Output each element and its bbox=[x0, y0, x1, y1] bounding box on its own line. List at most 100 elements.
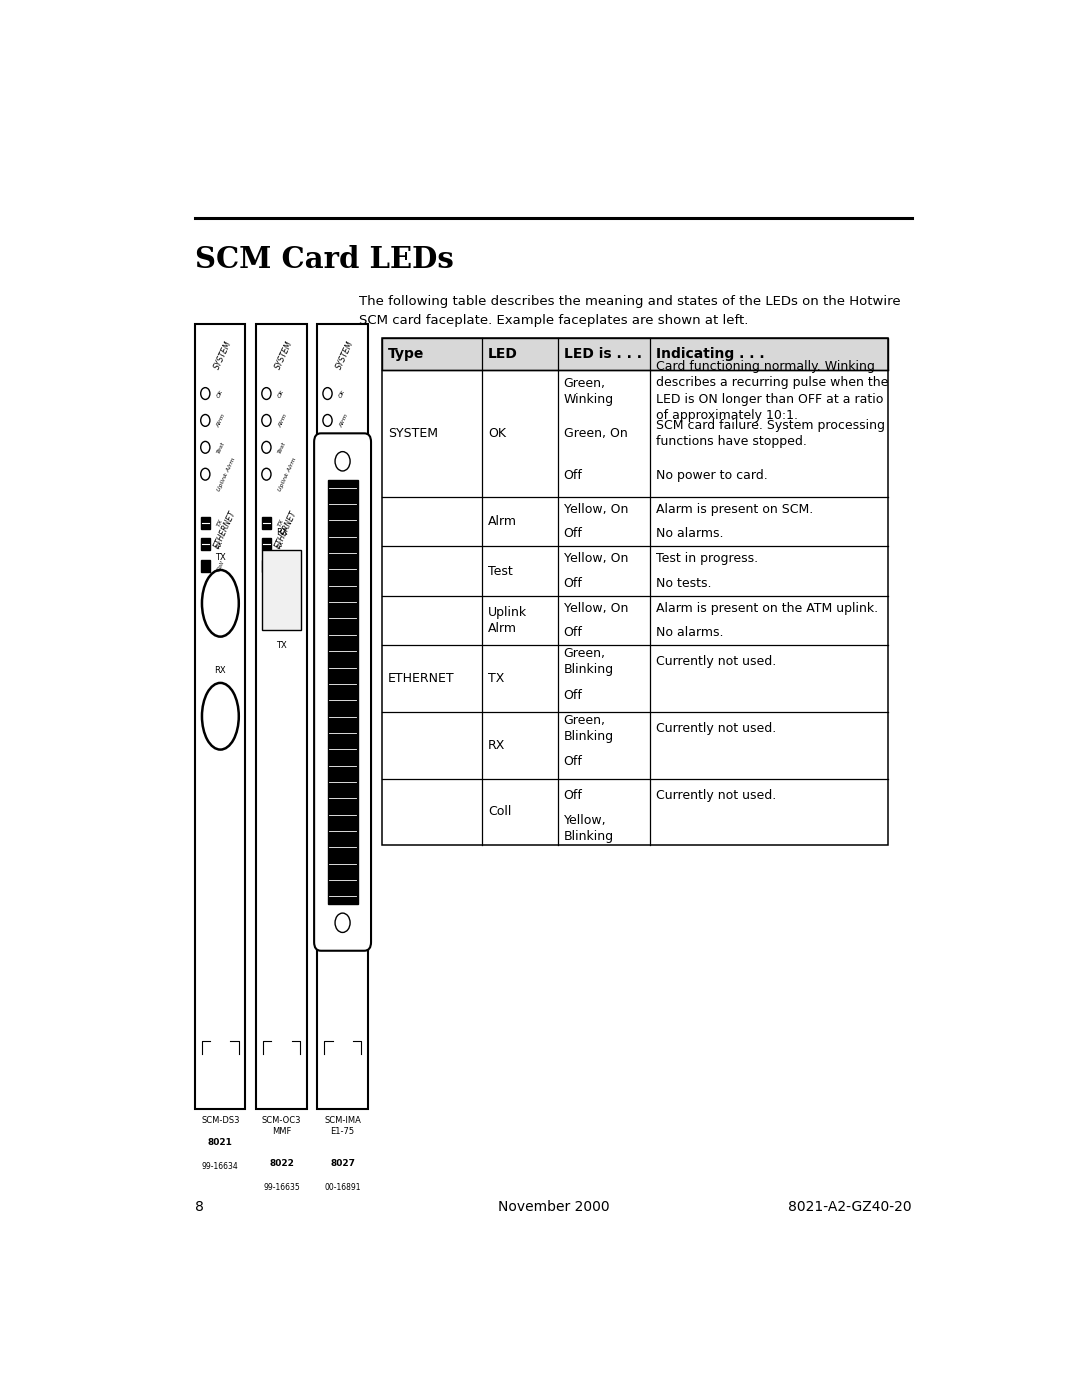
Bar bbox=[201, 517, 210, 528]
Text: OK: OK bbox=[488, 427, 507, 440]
Text: No alarms.: No alarms. bbox=[656, 528, 724, 541]
Text: Currently not used.: Currently not used. bbox=[656, 789, 775, 802]
Text: 8: 8 bbox=[195, 1200, 204, 1214]
Text: ETHERNET: ETHERNET bbox=[388, 672, 455, 685]
Bar bbox=[318, 324, 367, 1109]
Text: Coll: Coll bbox=[216, 559, 226, 571]
Text: Alrm: Alrm bbox=[338, 412, 349, 427]
Text: Alrm: Alrm bbox=[216, 412, 227, 427]
Text: Off: Off bbox=[564, 469, 582, 482]
Text: Yellow,
Blinking: Yellow, Blinking bbox=[564, 814, 613, 844]
Text: No power to card.: No power to card. bbox=[656, 469, 768, 482]
Text: Green,
Winking: Green, Winking bbox=[564, 377, 613, 405]
Circle shape bbox=[335, 914, 350, 932]
Text: SYSTEM: SYSTEM bbox=[274, 339, 295, 372]
Text: Green, On: Green, On bbox=[564, 427, 627, 440]
Text: TX: TX bbox=[215, 553, 226, 563]
Text: SCM card failure. System processing
functions have stopped.: SCM card failure. System processing func… bbox=[656, 419, 885, 448]
Text: ETHERNET: ETHERNET bbox=[335, 510, 361, 550]
Bar bbox=[262, 549, 300, 630]
Text: Off: Off bbox=[564, 577, 582, 590]
Text: SCM-IMA
E1-75: SCM-IMA E1-75 bbox=[324, 1116, 361, 1136]
Text: Alrm: Alrm bbox=[488, 515, 517, 528]
Text: TX: TX bbox=[216, 518, 225, 527]
Text: Test: Test bbox=[338, 440, 349, 454]
Text: Off: Off bbox=[564, 689, 582, 701]
Text: Coll: Coll bbox=[338, 559, 348, 571]
Text: LED: LED bbox=[488, 346, 518, 360]
Text: SYSTEM: SYSTEM bbox=[335, 339, 356, 372]
Text: TX: TX bbox=[278, 518, 285, 527]
Text: Yellow, On: Yellow, On bbox=[564, 552, 627, 566]
Bar bbox=[256, 324, 307, 1109]
Text: RX: RX bbox=[275, 528, 287, 536]
Text: 8021-A2-GZ40-20: 8021-A2-GZ40-20 bbox=[788, 1200, 912, 1214]
Text: TX: TX bbox=[488, 672, 504, 685]
Text: ETHERNET: ETHERNET bbox=[213, 510, 239, 550]
Text: Off: Off bbox=[564, 756, 582, 768]
Text: Ok: Ok bbox=[278, 388, 285, 398]
Text: 99-16635: 99-16635 bbox=[264, 1183, 300, 1192]
Text: Test in progress.: Test in progress. bbox=[656, 552, 758, 566]
Text: Alrm: Alrm bbox=[278, 412, 288, 427]
Bar bbox=[201, 538, 210, 550]
Bar bbox=[323, 517, 333, 528]
Bar bbox=[327, 479, 357, 904]
Text: Yellow, On: Yellow, On bbox=[564, 602, 627, 615]
Text: TX: TX bbox=[276, 641, 287, 650]
Text: TX: TX bbox=[338, 518, 347, 527]
Text: Uplink Alrm: Uplink Alrm bbox=[278, 457, 297, 492]
Circle shape bbox=[335, 451, 350, 471]
Text: Alarm is present on the ATM uplink.: Alarm is present on the ATM uplink. bbox=[656, 602, 878, 615]
Text: Alarm is present on SCM.: Alarm is present on SCM. bbox=[656, 503, 813, 515]
Text: Coll: Coll bbox=[278, 559, 287, 571]
Text: Indicating . . .: Indicating . . . bbox=[656, 346, 765, 360]
Text: SYSTEM: SYSTEM bbox=[388, 427, 437, 440]
Bar bbox=[261, 538, 271, 550]
Text: Card functioning normally. Winking
describes a recurring pulse when the
LED is O: Card functioning normally. Winking descr… bbox=[656, 360, 888, 422]
Text: Uplink Alrm: Uplink Alrm bbox=[216, 457, 237, 492]
Text: The following table describes the meaning and states of the LEDs on the Hotwire
: The following table describes the meanin… bbox=[360, 295, 901, 327]
Text: Uplink Alrm: Uplink Alrm bbox=[338, 457, 359, 492]
Text: Off: Off bbox=[564, 528, 582, 541]
Text: Yellow, On: Yellow, On bbox=[564, 503, 627, 515]
Text: 8027: 8027 bbox=[330, 1160, 355, 1168]
Bar bbox=[261, 560, 271, 571]
Text: Off: Off bbox=[564, 789, 582, 802]
FancyBboxPatch shape bbox=[314, 433, 372, 951]
Bar bbox=[195, 324, 245, 1109]
Text: Green,
Blinking: Green, Blinking bbox=[564, 647, 613, 676]
Bar bbox=[382, 338, 888, 370]
Text: RX: RX bbox=[338, 539, 347, 549]
Text: Ok: Ok bbox=[338, 388, 347, 398]
Text: November 2000: November 2000 bbox=[498, 1200, 609, 1214]
Text: Test: Test bbox=[278, 440, 287, 454]
Text: 8021: 8021 bbox=[208, 1139, 233, 1147]
Text: No tests.: No tests. bbox=[656, 577, 711, 590]
Bar bbox=[261, 517, 271, 528]
Text: Currently not used.: Currently not used. bbox=[656, 655, 775, 668]
Text: Green,
Blinking: Green, Blinking bbox=[564, 714, 613, 743]
Text: LED is . . .: LED is . . . bbox=[564, 346, 642, 360]
Text: 99-16634: 99-16634 bbox=[202, 1161, 239, 1171]
Bar bbox=[323, 538, 333, 550]
Text: Uplink
Alrm: Uplink Alrm bbox=[488, 606, 527, 636]
Bar bbox=[323, 560, 333, 571]
Text: RX: RX bbox=[278, 539, 285, 549]
Text: Off: Off bbox=[564, 626, 582, 640]
Text: 00-16891: 00-16891 bbox=[324, 1183, 361, 1192]
Text: Test: Test bbox=[216, 440, 226, 454]
Text: RX: RX bbox=[216, 539, 225, 549]
Bar bbox=[201, 560, 210, 571]
Text: SYSTEM: SYSTEM bbox=[213, 339, 234, 372]
Text: RX: RX bbox=[215, 666, 226, 675]
Text: Coll: Coll bbox=[488, 806, 512, 819]
Text: RX: RX bbox=[488, 739, 505, 752]
Text: Currently not used.: Currently not used. bbox=[656, 722, 775, 735]
Text: SCM Card LEDs: SCM Card LEDs bbox=[195, 244, 454, 274]
Text: ETHERNET: ETHERNET bbox=[274, 510, 299, 550]
Text: Type: Type bbox=[388, 346, 424, 360]
Bar bbox=[382, 338, 888, 845]
Text: Test: Test bbox=[488, 564, 513, 577]
Text: No alarms.: No alarms. bbox=[656, 626, 724, 640]
